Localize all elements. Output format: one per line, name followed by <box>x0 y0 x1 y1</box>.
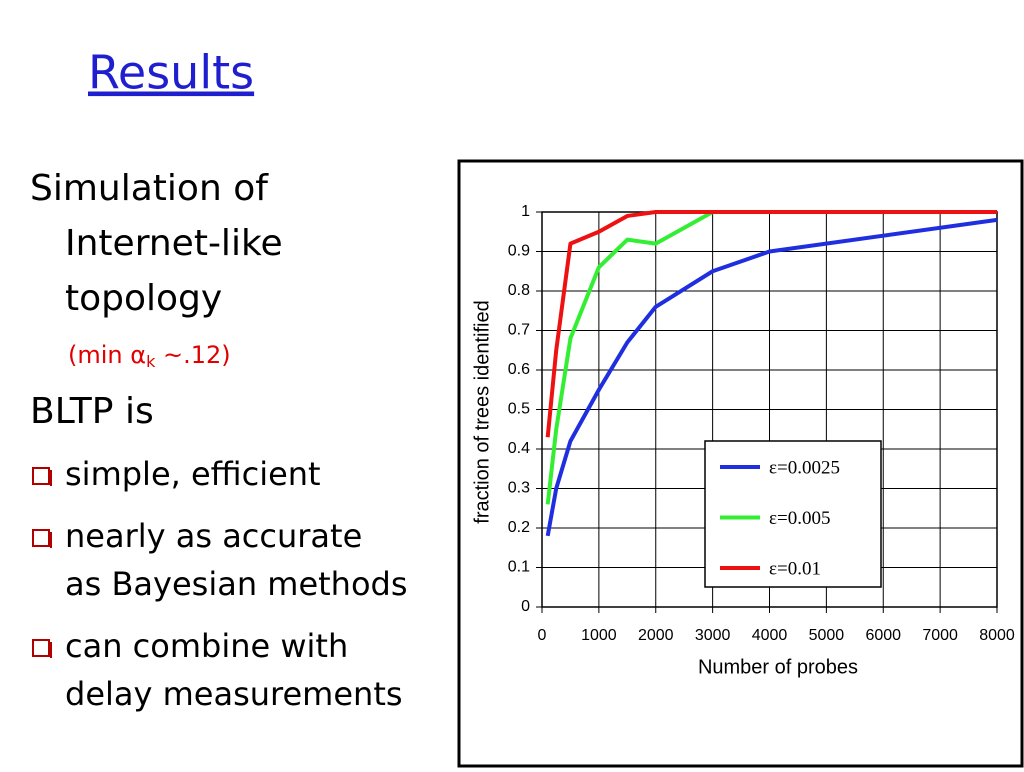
bullet-text: can combine with <box>65 627 348 665</box>
y-tick-label: 0.7 <box>508 322 530 339</box>
bullet-icon <box>32 639 50 657</box>
note-subscript: k <box>146 352 156 371</box>
bullet-icon <box>32 467 50 485</box>
series-line <box>545 217 998 537</box>
bullet-text: as Bayesian methods <box>65 565 408 603</box>
y-tick-label: 0.5 <box>508 401 530 418</box>
note-suffix: ~.12) <box>155 341 230 369</box>
x-axis-label: Number of probes <box>698 656 858 678</box>
chart: 0 0.1 0.2 0.3 0.4 0.5 0.6 0.7 0.8 0.9 1 0 1000 2000 30… <box>471 203 1015 678</box>
x-tick-label: 5000 <box>809 627 845 644</box>
body-text: Internet-like <box>65 223 283 264</box>
x-tick-label: 3000 <box>695 627 731 644</box>
bullet-text: simple, efficient <box>65 455 321 493</box>
series-line <box>545 210 997 438</box>
x-tick-label: 8000 <box>979 627 1015 644</box>
y-tick-label: 0.6 <box>508 361 530 378</box>
bullet-text: nearly as accurate <box>65 517 362 555</box>
y-tick-label: 0 <box>521 598 530 615</box>
chart-frame <box>457 159 1024 768</box>
bullet-icon <box>32 529 50 547</box>
body-text: topology <box>65 278 222 319</box>
y-tick-label: 0.2 <box>508 519 530 536</box>
x-tick-label: 2000 <box>638 627 674 644</box>
legend-label: ε=0.01 <box>769 558 821 579</box>
x-tick-label: 7000 <box>922 627 958 644</box>
y-tick-label: 0.3 <box>508 480 530 497</box>
x-tick-label: 1000 <box>581 627 617 644</box>
x-tick-label: 0 <box>538 627 547 644</box>
y-tick-label: 0.4 <box>508 440 530 457</box>
y-axis-label: fraction of trees identified <box>471 300 493 523</box>
note: (min αk ~.12) <box>68 341 231 371</box>
x-tick-label: 6000 <box>865 627 901 644</box>
note-prefix: (min α <box>68 341 146 369</box>
y-tick-label: 0.1 <box>508 559 530 576</box>
slide-title: Results <box>88 46 254 100</box>
y-tick-label: 0.8 <box>508 282 530 299</box>
body-text: Simulation of <box>30 168 269 209</box>
legend-label: ε=0.005 <box>769 508 830 529</box>
y-tick-label: 0.9 <box>508 243 530 260</box>
legend-label: ε=0.0025 <box>769 457 840 478</box>
bullet-text: delay measurements <box>65 675 403 713</box>
body-heading: BLTP is <box>30 391 154 432</box>
y-tick-label: 1 <box>521 203 530 220</box>
x-tick-label: 4000 <box>752 627 788 644</box>
